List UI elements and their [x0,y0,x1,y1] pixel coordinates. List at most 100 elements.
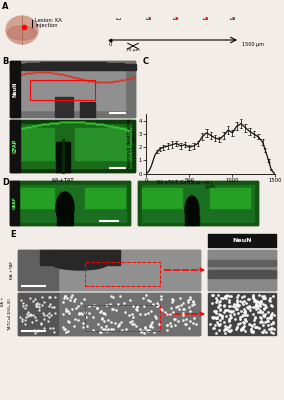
Bar [19,64,22,70]
Bar [97,62,100,70]
Bar [22,64,25,70]
Bar [109,63,112,70]
Text: 0: 0 [108,42,112,47]
Bar [34,63,37,70]
Bar [112,63,115,70]
Bar [94,62,97,70]
Bar [18,293,200,335]
Bar [14,185,126,222]
Bar [115,63,118,70]
Bar [142,188,182,208]
Bar [31,63,34,70]
Text: 20 µm: 20 µm [126,48,140,52]
Bar [46,62,49,70]
Text: D: D [2,178,9,187]
Bar [10,61,135,117]
Text: 1500 µm: 1500 µm [242,42,264,47]
Bar [208,260,276,266]
Ellipse shape [6,16,38,44]
Bar [91,62,94,70]
Bar [58,62,61,70]
Bar [124,64,127,70]
Bar [58,250,200,290]
Bar [25,63,28,70]
Bar [18,250,200,290]
Text: A: A [2,2,9,11]
Text: NeuN: NeuN [12,81,18,97]
Ellipse shape [8,26,36,40]
Bar [142,185,254,222]
Bar [61,62,64,70]
Text: KA+TAT: KA+TAT [52,178,74,183]
Bar [85,305,160,331]
Text: NeuN: NeuN [232,238,252,243]
Bar [37,63,40,70]
Bar [208,250,276,290]
Text: C: C [143,57,149,66]
Bar [52,62,55,70]
Bar [73,62,76,70]
Bar [49,62,52,70]
Bar [118,63,121,70]
Bar [40,250,120,265]
X-axis label: μm: μm [206,184,216,189]
Bar [88,62,91,70]
Bar [103,62,106,70]
Bar [56,142,70,172]
Bar [18,250,58,290]
Bar [85,62,88,70]
Y-axis label: Neuronal death area
(×10⁶ μm²): Neuronal death area (×10⁶ μm²) [127,119,137,169]
Ellipse shape [56,192,74,224]
Bar [13,64,16,70]
Bar [106,63,109,70]
Bar [43,62,46,70]
Bar [85,188,125,208]
Bar [10,120,135,172]
Bar [10,181,130,225]
Bar [20,68,125,110]
Bar [10,61,20,117]
Bar [185,215,199,225]
Bar [208,250,276,290]
Bar [10,181,130,225]
Bar [67,62,70,70]
Bar [14,124,131,168]
Bar [55,97,73,117]
Bar [55,62,58,70]
Bar [30,80,95,100]
Bar [208,234,276,247]
Bar [75,128,131,160]
Bar [85,262,160,286]
Bar [80,102,95,117]
Bar [14,188,54,208]
Ellipse shape [53,258,108,270]
Text: Lesion: KA
injection: Lesion: KA injection [35,18,62,28]
Bar [121,63,124,70]
Bar [10,181,19,225]
Bar [10,120,135,172]
Bar [10,120,20,172]
Bar [16,64,19,70]
Bar [130,64,133,70]
Bar [40,62,43,70]
Text: E: E [10,230,16,239]
Bar [138,181,258,225]
Bar [208,293,276,335]
Text: KA +TAT: KA +TAT [10,261,14,279]
Bar [79,62,82,70]
Text: KA +
TAT-Cx43$_{266-283}$: KA + TAT-Cx43$_{266-283}$ [1,297,14,331]
Bar [82,62,85,70]
Bar [28,63,31,70]
Bar [58,293,200,335]
Bar [138,181,258,225]
Bar [57,215,73,225]
Bar [18,293,58,335]
Bar [14,128,54,160]
Bar [70,62,73,70]
Bar [127,64,130,70]
Bar [10,61,135,117]
Text: GFAP: GFAP [12,197,16,209]
Bar [10,64,13,70]
Text: B: B [2,57,8,66]
Bar [64,62,67,70]
